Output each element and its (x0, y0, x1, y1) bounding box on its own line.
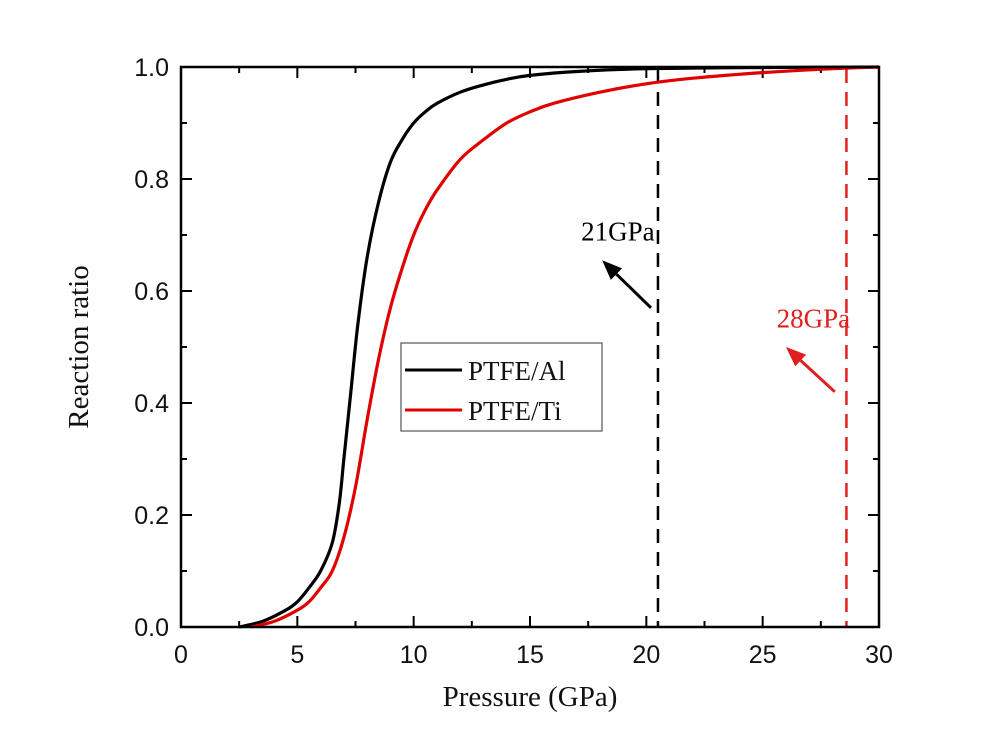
series-line-ptfe-ti (250, 65, 880, 629)
annotation-arrow-head (602, 260, 623, 280)
x-tick-label: 30 (865, 641, 893, 669)
y-tick-label: 0.0 (134, 614, 169, 642)
y-axis-title: Reaction ratio (63, 265, 95, 428)
annotation-arrow-head (785, 347, 807, 367)
y-tick-label: 0.6 (134, 278, 169, 306)
x-tick-labels: 0 5 10 15 20 25 30 (174, 641, 893, 669)
plot-frame (179, 65, 881, 629)
x-tick-label: 15 (516, 641, 544, 669)
annotation-label: 21GPa (581, 217, 655, 247)
annotation-arrow-shaft (615, 273, 653, 309)
annotations: 21GPa 28GPa (581, 217, 851, 393)
legend-label-ptfe-ti: PTFE/Ti (468, 396, 562, 426)
annotation-arrow-shaft (799, 359, 836, 393)
x-axis-title: Pressure (GPa) (443, 681, 618, 713)
x-tick-label: 10 (400, 641, 428, 669)
y-tick-label: 0.4 (134, 390, 169, 418)
y-tick-labels: 0.0 0.2 0.4 0.6 0.8 1.0 (134, 54, 169, 642)
y-tick-label: 1.0 (134, 54, 169, 82)
reference-lines (656, 69, 848, 627)
y-tick-label: 0.2 (134, 502, 169, 530)
legend: PTFE/Al PTFE/Ti (400, 342, 603, 432)
series-line-ptfe-al (238, 65, 880, 629)
x-tick-label: 20 (632, 641, 660, 669)
annotation-label: 28GPa (777, 303, 851, 333)
x-tick-label: 25 (749, 641, 777, 669)
legend-box (400, 342, 603, 432)
y-tick-label: 0.8 (134, 166, 169, 194)
x-tick-label: 5 (290, 641, 304, 669)
legend-label-ptfe-al: PTFE/Al (468, 356, 566, 386)
series-group (238, 65, 880, 629)
x-tick-label: 0 (174, 641, 188, 669)
